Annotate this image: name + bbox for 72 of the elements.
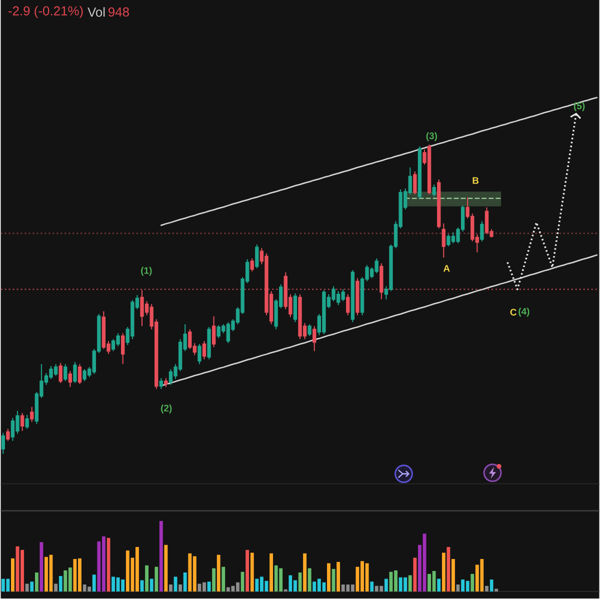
bar <box>92 574 96 592</box>
bar <box>428 574 432 592</box>
candlestick <box>164 378 168 388</box>
bar <box>135 547 139 592</box>
candlestick <box>308 324 312 337</box>
candlestick <box>68 370 72 388</box>
candlestick <box>432 184 436 198</box>
bar <box>246 550 250 592</box>
bar <box>452 559 455 592</box>
annotation: (1) <box>141 267 152 276</box>
candlestick <box>1 432 5 455</box>
annotation: B <box>472 178 479 184</box>
candlestick <box>121 332 125 365</box>
bar <box>54 584 58 592</box>
bar <box>350 584 354 592</box>
candlestick <box>202 340 206 360</box>
text: 948 <box>108 8 129 17</box>
bar <box>442 552 446 592</box>
bar <box>183 572 187 592</box>
bar <box>40 542 44 592</box>
bar <box>437 579 441 592</box>
candlestick <box>207 326 211 360</box>
bar <box>470 574 474 592</box>
annotation: (4) <box>518 308 530 317</box>
bar <box>145 566 149 592</box>
bar <box>446 547 450 592</box>
candlestick <box>6 428 10 442</box>
candlestick <box>212 316 216 348</box>
bar <box>485 586 488 592</box>
bar <box>413 558 417 592</box>
bar <box>25 584 29 592</box>
candlestick <box>30 406 34 423</box>
bar <box>384 579 388 592</box>
bar <box>169 584 172 592</box>
text: (5) <box>574 102 585 112</box>
bar <box>303 554 307 592</box>
bar <box>494 588 498 592</box>
bar <box>327 564 330 592</box>
candlestick <box>480 221 484 242</box>
candlestick <box>312 326 316 352</box>
bar <box>207 582 211 592</box>
bar <box>34 572 38 592</box>
text: (3) <box>426 132 437 142</box>
text: Vol <box>88 7 105 17</box>
annotation: C <box>510 309 516 316</box>
bar <box>222 567 226 592</box>
bar <box>490 580 494 592</box>
candlestick <box>198 344 202 365</box>
bar <box>150 579 154 592</box>
bar <box>250 552 254 592</box>
candlestick <box>159 378 163 390</box>
bar <box>308 568 312 592</box>
candlestick <box>413 171 417 196</box>
candlestick <box>25 414 29 430</box>
candlestick <box>442 223 446 258</box>
bar <box>159 521 163 592</box>
candlestick <box>356 278 360 316</box>
candlestick <box>20 412 24 432</box>
bar <box>11 558 14 592</box>
bar <box>164 545 168 592</box>
bar <box>58 576 62 592</box>
candlestick <box>250 258 254 272</box>
text: -2.9 (-0.21%) <box>8 6 83 18</box>
annotation: A <box>443 265 450 272</box>
bar <box>212 568 216 592</box>
candlestick <box>255 244 259 270</box>
bar <box>336 562 340 592</box>
annotation: (2) <box>161 404 172 414</box>
candlestick <box>73 362 77 384</box>
bar <box>30 582 34 592</box>
bar <box>270 554 273 592</box>
bar <box>178 584 182 592</box>
